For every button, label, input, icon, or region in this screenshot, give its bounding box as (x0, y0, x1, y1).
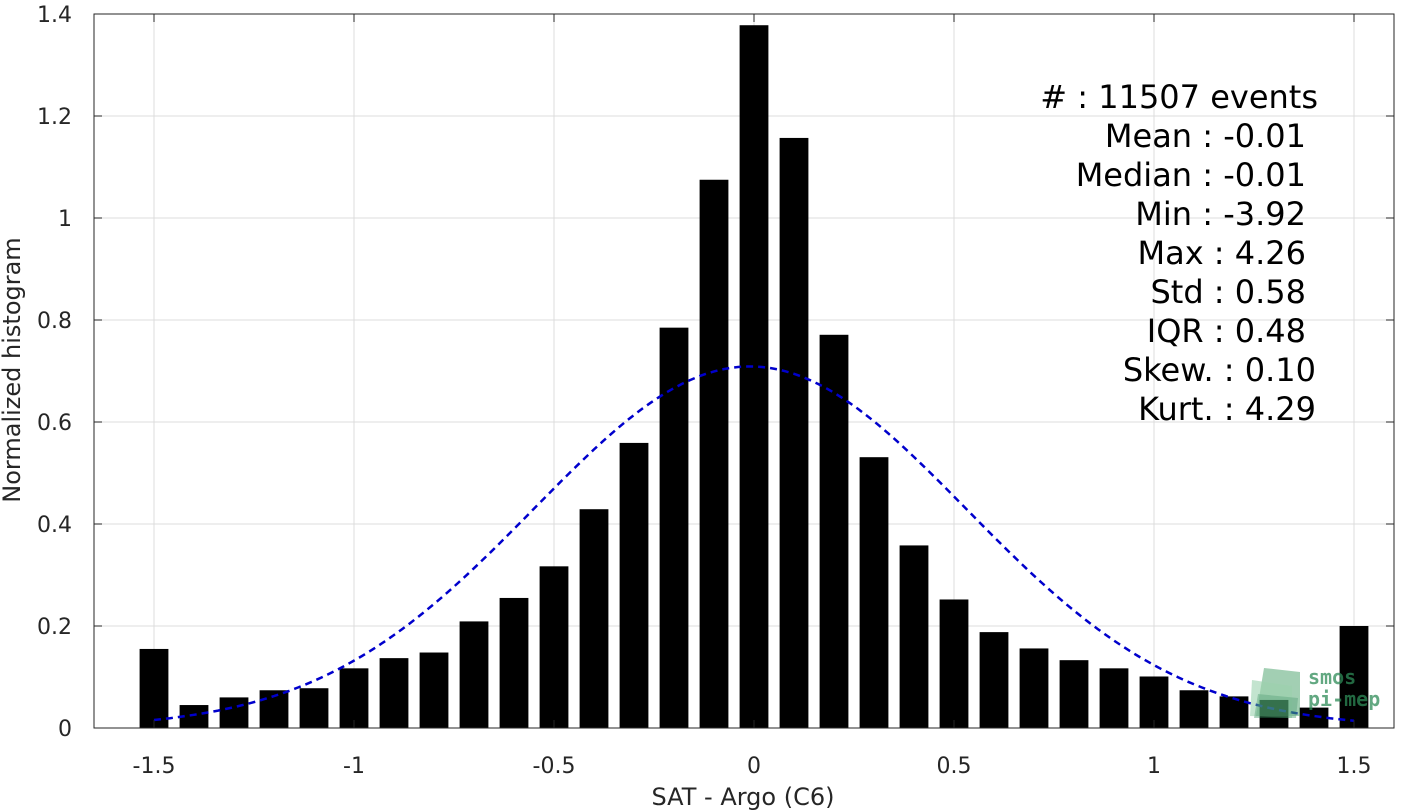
bar-14 (699, 179, 729, 728)
bar-10 (539, 566, 569, 728)
bar-17 (819, 334, 849, 728)
bar-20 (939, 599, 969, 728)
bars (139, 25, 1369, 729)
x-tick-label-4: 0.5 (937, 754, 972, 779)
x-axis-title: SAT - Argo (C6) (652, 783, 835, 811)
bar-2 (219, 697, 249, 728)
bar-1 (179, 705, 209, 728)
bar-18 (859, 457, 889, 728)
y-tick-labels: 0 0.2 0.4 0.6 0.8 1 1.2 1.4 (37, 3, 72, 742)
stat-min: Min : -3.92 (1135, 195, 1306, 233)
stat-iqr: IQR : 0.48 (1147, 312, 1306, 350)
y-tick-label-2: 0.4 (37, 513, 72, 538)
bar-9 (499, 597, 529, 728)
x-tick-label-6: 1.5 (1337, 754, 1372, 779)
y-axis-title: Normalized histogram (0, 237, 26, 502)
bar-8 (459, 621, 489, 728)
plot-frame (93, 13, 1395, 729)
y-tick-label-6: 1.2 (37, 105, 72, 130)
bar-26 (1179, 690, 1209, 728)
bar-7 (419, 652, 449, 728)
stat-events: # : 11507 events (1040, 78, 1318, 116)
x-tick-label-5: 1 (1147, 754, 1161, 779)
bar-16 (779, 137, 809, 728)
axis-ticks (94, 13, 1394, 729)
y-tick-label-0: 0 (58, 717, 72, 742)
statistics-annotation: # : 11507 events Mean : -0.01 Median : -… (1040, 78, 1318, 428)
bar-5 (339, 668, 369, 728)
logo-wave-icon (1250, 668, 1300, 718)
bar-23 (1059, 660, 1089, 728)
bar-21 (979, 632, 1009, 728)
smos-pimep-logo: smos pi-mep (1250, 665, 1380, 718)
x-tick-label-0: -1.5 (133, 754, 176, 779)
y-tick-label-5: 1 (58, 207, 72, 232)
logo-text-top: smos (1308, 665, 1356, 689)
bar-30 (1339, 626, 1369, 728)
x-tick-label-2: -0.5 (533, 754, 576, 779)
gaussian-fit-curve (153, 365, 1355, 723)
bar-4 (299, 688, 329, 728)
bar-25 (1139, 676, 1169, 728)
bar-12 (619, 442, 649, 728)
bar-11 (579, 509, 609, 728)
y-tick-label-3: 0.6 (37, 411, 72, 436)
x-tick-label-1: -1 (343, 754, 365, 779)
bar-13 (659, 327, 689, 728)
stat-std: Std : 0.58 (1150, 273, 1306, 311)
stat-max: Max : 4.26 (1137, 234, 1306, 272)
bar-22 (1019, 648, 1049, 728)
logo-text-bottom: pi-mep (1308, 687, 1380, 711)
bar-24 (1099, 668, 1129, 728)
stat-mean: Mean : -0.01 (1105, 117, 1306, 155)
bar-19 (899, 545, 929, 728)
bar-29 (1299, 707, 1329, 728)
x-tick-label-3: 0 (747, 754, 761, 779)
bar-15 (739, 25, 769, 729)
x-tick-labels: -1.5 -1 -0.5 0 0.5 1 1.5 (133, 754, 1372, 779)
bar-27 (1219, 696, 1249, 728)
y-tick-label-4: 0.8 (37, 309, 72, 334)
stat-skew: Skew. : 0.10 (1123, 351, 1316, 389)
bar-0 (139, 648, 169, 728)
stat-median: Median : -0.01 (1076, 156, 1306, 194)
bar-6 (379, 658, 409, 728)
stat-kurt: Kurt. : 4.29 (1138, 390, 1316, 428)
y-tick-label-7: 1.4 (37, 3, 72, 28)
y-tick-label-1: 0.2 (37, 615, 72, 640)
